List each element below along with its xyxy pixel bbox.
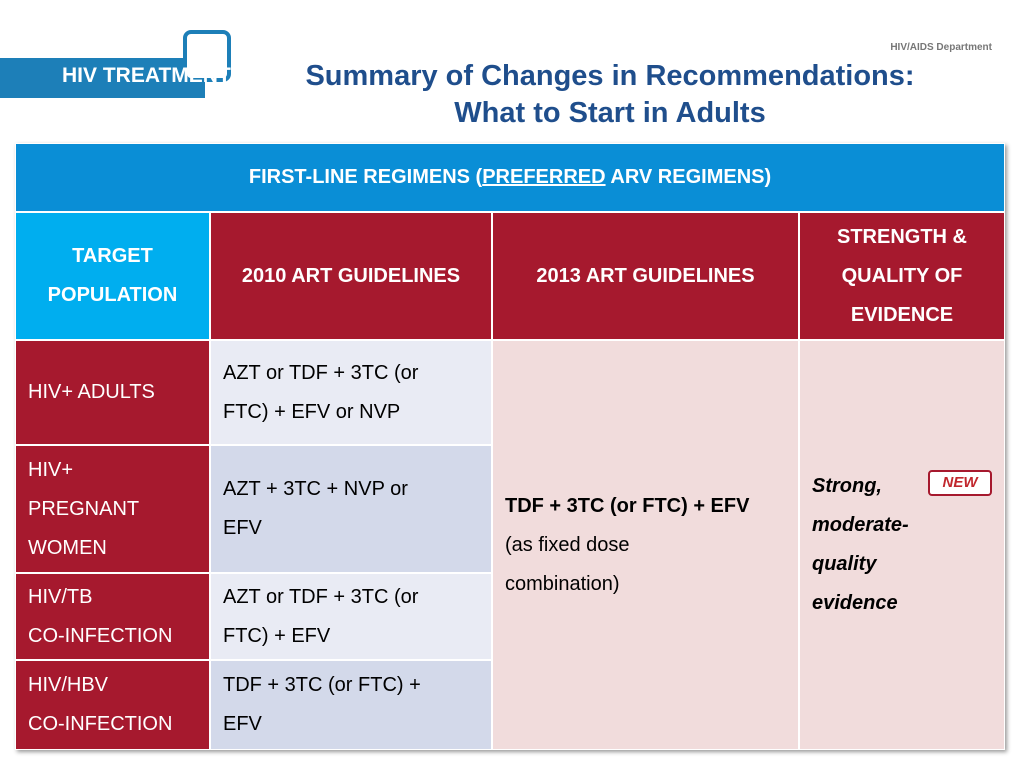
population-cell: HIV/TB CO-INFECTION bbox=[15, 573, 210, 660]
guideline-2010-line: FTC) + EFV bbox=[223, 624, 331, 647]
regimen-note: (as fixed dose bbox=[505, 533, 630, 556]
population-line: CO-INFECTION bbox=[28, 624, 173, 647]
title-line: Summary of Changes in Recommendations: bbox=[305, 60, 915, 92]
evidence-line: moderate- bbox=[812, 514, 909, 536]
guideline-2010-cell: AZT or TDF + 3TC (or FTC) + EFV or NVP bbox=[210, 340, 492, 445]
population-line: HIV/TB bbox=[28, 585, 93, 608]
evidence-line: Strong, bbox=[812, 475, 882, 497]
guideline-2010-line: EFV bbox=[223, 713, 262, 735]
banner-text: FIRST-LINE REGIMENS (PREFERRED ARV REGIM… bbox=[249, 158, 771, 197]
population-cell: HIV/HBV CO-INFECTION bbox=[15, 660, 210, 750]
banner-part: ARV REGIMENS) bbox=[605, 166, 772, 188]
population-line: HIV+ ADULTS bbox=[28, 381, 155, 403]
population-line: CO-INFECTION bbox=[28, 713, 173, 735]
column-header-line: STRENGTH & bbox=[837, 225, 967, 248]
column-header-line: QUALITY OF bbox=[841, 264, 963, 287]
column-header: TARGET POPULATION bbox=[15, 212, 210, 340]
column-header-line: 2013 ART GUIDELINES bbox=[536, 264, 755, 287]
population-line: PREGNANT bbox=[28, 497, 140, 520]
banner: FIRST-LINE REGIMENS (PREFERRED ARV REGIM… bbox=[15, 143, 1005, 212]
column-header-line: EVIDENCE bbox=[850, 303, 954, 326]
column-header: 2010 ART GUIDELINES bbox=[210, 212, 492, 340]
column-header-line: 2010 ART GUIDELINES bbox=[241, 264, 461, 287]
guideline-2010-line: EFV bbox=[223, 517, 262, 539]
new-badge: NEW bbox=[928, 470, 992, 496]
column-header: STRENGTH & QUALITY OF EVIDENCE bbox=[799, 212, 1005, 340]
guideline-2010-line: TDF + 3TC (or FTC) + bbox=[223, 674, 421, 696]
regimen: TDF + 3TC (or FTC) + EFV bbox=[505, 494, 750, 517]
guideline-2010-line: FTC) + EFV or NVP bbox=[223, 400, 401, 423]
guideline-2010-line: AZT + 3TC + NVP or bbox=[223, 478, 408, 500]
banner-part: PREFERRED bbox=[482, 166, 606, 188]
logo-icon bbox=[183, 30, 231, 82]
title: Summary of Changes in Recommendations: Wh… bbox=[240, 58, 980, 132]
guideline-2010-line: AZT or TDF + 3TC (or bbox=[223, 585, 419, 608]
population-line: HIV/HBV bbox=[28, 674, 109, 696]
population-cell: HIV+ ADULTS bbox=[15, 340, 210, 445]
guideline-2010-cell: AZT or TDF + 3TC (or FTC) + EFV bbox=[210, 573, 492, 660]
population-line: WOMEN bbox=[28, 536, 107, 559]
population-cell: HIV+ PREGNANT WOMEN bbox=[15, 445, 210, 573]
logo-text: HIV TREATMENT bbox=[62, 64, 231, 87]
table: FIRST-LINE REGIMENS (PREFERRED ARV REGIM… bbox=[15, 143, 1005, 750]
guideline-2010-cell: TDF + 3TC (or FTC) + EFV bbox=[210, 660, 492, 750]
evidence-cell: Strong, moderate-quality evidence bbox=[799, 340, 1005, 750]
evidence-line: evidence bbox=[812, 592, 898, 614]
banner-part: FIRST-LINE REGIMENS ( bbox=[248, 166, 483, 188]
logo-bar bbox=[0, 58, 205, 98]
evidence-line: quality bbox=[812, 553, 877, 575]
column-header: 2013 ART GUIDELINES bbox=[492, 212, 799, 340]
column-header-line: POPULATION bbox=[47, 284, 178, 306]
column-header-line: TARGET bbox=[72, 245, 153, 267]
regimen-note: combination) bbox=[505, 572, 620, 595]
population-line: HIV+ bbox=[28, 458, 74, 481]
guideline-2010-cell: AZT + 3TC + NVP or EFV bbox=[210, 445, 492, 573]
guideline-2013-cell: TDF + 3TC (or FTC) + EFV (as fixed dose co… bbox=[492, 340, 799, 750]
guideline-2010-line: AZT or TDF + 3TC (or bbox=[223, 361, 419, 384]
department: HIV/AIDS Department bbox=[890, 42, 992, 53]
title-line: What to Start in Adults bbox=[454, 97, 766, 129]
